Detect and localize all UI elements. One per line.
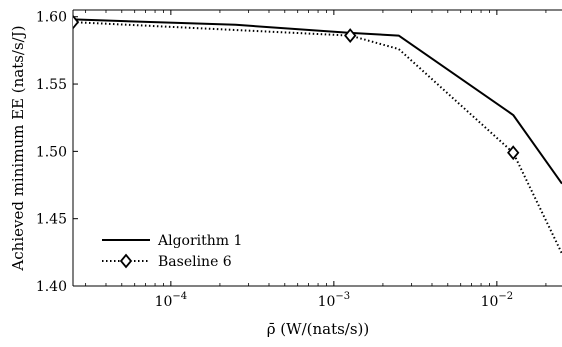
y-tick-label-1: 1.45 bbox=[36, 212, 67, 228]
x-tick-label-0: 10−4 bbox=[155, 291, 188, 310]
x-axis-label: ρ̄ (W/(nats/s)) bbox=[267, 320, 370, 338]
marker-baseline-6-3 bbox=[507, 145, 520, 161]
legend-label-algorithm-1: Algorithm 1 bbox=[157, 233, 242, 249]
y-tick-label-4: 1.60 bbox=[36, 10, 67, 26]
legend-marker-baseline-6 bbox=[119, 253, 133, 269]
y-tick-label-0: 1.40 bbox=[36, 279, 67, 295]
series-layer bbox=[73, 14, 562, 255]
y-tick-label-3: 1.55 bbox=[36, 77, 67, 93]
y-tick-label-2: 1.50 bbox=[36, 144, 67, 160]
x-tick-label-2: 10−2 bbox=[481, 291, 514, 310]
marker-baseline-6-0 bbox=[73, 14, 80, 30]
series-line-algorithm-1 bbox=[73, 18, 562, 185]
marker-baseline-6-1 bbox=[344, 28, 357, 43]
legend-label-baseline-6: Baseline 6 bbox=[158, 254, 232, 270]
legend-box bbox=[94, 224, 254, 276]
x-ticks: 10−4 10−3 10−2 bbox=[155, 10, 514, 310]
y-axis-label: Achieved minimum EE (nats/s/J) bbox=[9, 25, 27, 271]
series-line-baseline-6 bbox=[73, 21, 562, 255]
x-minor-ticks bbox=[85, 10, 547, 286]
y-ticks: 1.40 1.45 1.50 1.55 1.60 bbox=[36, 10, 78, 295]
legend: Algorithm 1 Baseline 6 bbox=[94, 224, 254, 276]
x-tick-label-1: 10−3 bbox=[318, 291, 351, 310]
